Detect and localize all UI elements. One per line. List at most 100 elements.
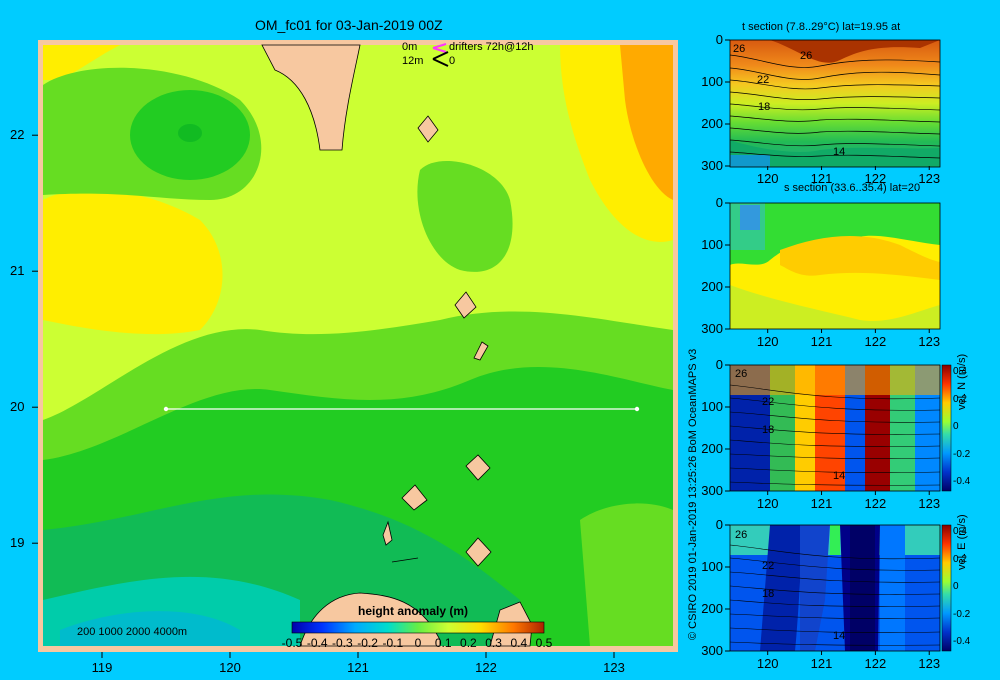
main-map xyxy=(38,40,678,652)
section-x-tick-label: 123 xyxy=(918,171,941,186)
section-y-tick-label: 100 xyxy=(701,559,723,574)
section-x-tick-label: 121 xyxy=(810,656,833,671)
colorbar-tick-label: -0.5 xyxy=(281,636,303,650)
section-x-tick-label: 122 xyxy=(864,656,887,671)
section-y-tick-label: 300 xyxy=(701,158,723,173)
main-map-ticks xyxy=(32,134,615,658)
velocity-north-colorbar xyxy=(941,364,952,492)
contour-label: 22 xyxy=(762,396,775,408)
section-x-tick-label: 122 xyxy=(864,334,887,349)
section-y-tick-label: 200 xyxy=(701,279,723,294)
velocity-colorbar-tick-label: 0 xyxy=(953,581,959,592)
colorbar-tick-label: 0 xyxy=(414,636,422,650)
main-x-tick-label: 123 xyxy=(603,660,625,675)
section-line-start-marker xyxy=(163,406,169,412)
main-x-tick-label: 120 xyxy=(219,660,241,675)
contour-label: 26 xyxy=(735,529,748,541)
velocity-colorbar-tick-label: 0.4 xyxy=(953,526,967,537)
section-y-tick-label: 100 xyxy=(701,74,723,89)
temperature-section-panel xyxy=(729,39,941,168)
section-y-tick-label: 0 xyxy=(715,32,723,47)
depth-legend: 200 1000 2000 4000m xyxy=(77,626,188,638)
contour-label: 26 xyxy=(733,43,746,55)
salinity-section-title: s section (33.6..35.4) lat=20 xyxy=(784,182,921,194)
section-y-tick-label: 100 xyxy=(701,237,723,252)
section-y-tick-label: 0 xyxy=(715,195,723,210)
section-x-tick-label: 122 xyxy=(864,496,887,511)
velocity-colorbar-tick-label: -0.2 xyxy=(953,448,971,460)
velocity-east-colorbar xyxy=(941,524,952,652)
colorbar-tick-label: 0.3 xyxy=(485,636,502,650)
main-y-tick-label: 19 xyxy=(10,535,25,551)
drifters-legend-sub: 0 xyxy=(449,55,456,67)
velocity-colorbar-tick-label: 0.2 xyxy=(953,553,967,565)
height-anomaly-colorbar xyxy=(291,621,545,634)
colorbar-tick-label: 0.4 xyxy=(510,636,528,650)
contour-label: 14 xyxy=(833,470,846,482)
section-y-tick-label: 300 xyxy=(701,483,723,498)
section-y-tick-label: 100 xyxy=(701,399,723,414)
section-y-tick-label: 0 xyxy=(715,517,723,532)
height-anomaly-field xyxy=(43,45,673,646)
section-x-tick-label: 121 xyxy=(810,171,833,186)
main-x-tick-label: 122 xyxy=(475,660,497,675)
colorbar-tick-label: -0.2 xyxy=(357,636,378,650)
main-map-title: OM_fc01 for 03-Jan-2019 00Z xyxy=(255,17,443,33)
contour-label: 18 xyxy=(758,101,771,113)
main-x-tick-label: 119 xyxy=(91,660,113,675)
contour-label: 14 xyxy=(833,146,846,158)
credit-text: © CSIRO 2019 01-Jan-2019 13:25:26 BoM Oc… xyxy=(687,348,699,640)
velocity-east-panel xyxy=(729,524,952,652)
contour-label: 18 xyxy=(762,588,775,600)
velocity-colorbar-tick-label: 0.4 xyxy=(953,366,967,377)
main-x-tick-label: 121 xyxy=(347,660,369,675)
contour-label: 22 xyxy=(762,560,775,572)
section-x-tick-label: 123 xyxy=(918,496,941,511)
contour-label: 26 xyxy=(800,50,813,62)
section-x-tick-label: 123 xyxy=(918,656,941,671)
drifters-legend-12m: 12m xyxy=(402,55,424,67)
section-panel-ticks xyxy=(725,39,930,655)
temperature-contours xyxy=(729,54,941,159)
section-x-tick-label: 120 xyxy=(756,171,779,186)
colorbar-tick-label: 0.5 xyxy=(535,636,553,650)
contour-label: 14 xyxy=(833,630,846,642)
drifter-12m-arrow-icon xyxy=(432,51,449,67)
section-x-tick-label: 120 xyxy=(756,334,779,349)
drifters-legend-label: drifters 72h@12h xyxy=(449,41,534,53)
velocity-colorbar-tick-label: -0.4 xyxy=(953,476,971,487)
section-x-tick-label: 121 xyxy=(810,334,833,349)
velocity-north-panel xyxy=(729,364,952,492)
section-y-tick-label: 0 xyxy=(715,357,723,372)
main-y-tick-label: 21 xyxy=(10,263,25,279)
drifters-legend-0m: 0m xyxy=(402,41,418,53)
section-x-tick-label: 120 xyxy=(756,656,779,671)
section-x-tick-label: 121 xyxy=(810,496,833,511)
colorbar-tick-label: -0.3 xyxy=(332,636,353,650)
temperature-section-title: t section (7.8..29°C) lat=19.95 at xyxy=(742,21,901,33)
section-y-tick-label: 300 xyxy=(701,643,723,658)
section-y-tick-label: 200 xyxy=(701,116,723,131)
salinity-section-panel xyxy=(729,202,941,330)
section-y-tick-label: 300 xyxy=(701,321,723,336)
velocity-colorbar-tick-label: 0 xyxy=(953,421,959,432)
section-line-end-marker xyxy=(634,406,640,412)
colorbar-tick-label: -0.4 xyxy=(306,636,328,650)
main-y-tick-label: 20 xyxy=(10,399,25,415)
colorbar-tick-label: 0.2 xyxy=(460,636,477,650)
section-y-tick-label: 200 xyxy=(701,601,723,616)
section-x-tick-label: 122 xyxy=(864,171,887,186)
contour-label: 22 xyxy=(757,74,770,86)
velocity-east-contours xyxy=(729,544,941,646)
section-x-tick-label: 120 xyxy=(756,496,779,511)
colorbar-tick-label: 0.1 xyxy=(434,636,452,650)
contour-label: 18 xyxy=(762,424,775,436)
velocity-colorbar-tick-label: -0.4 xyxy=(953,636,971,647)
velocity-colorbar-tick-label: -0.2 xyxy=(953,608,971,620)
drifter-0m-arrow-icon xyxy=(432,43,447,53)
section-x-tick-label: 123 xyxy=(918,334,941,349)
colorbar-tick-label: -0.1 xyxy=(382,636,404,650)
contour-label: 26 xyxy=(735,368,748,380)
main-y-tick-label: 22 xyxy=(10,127,25,143)
